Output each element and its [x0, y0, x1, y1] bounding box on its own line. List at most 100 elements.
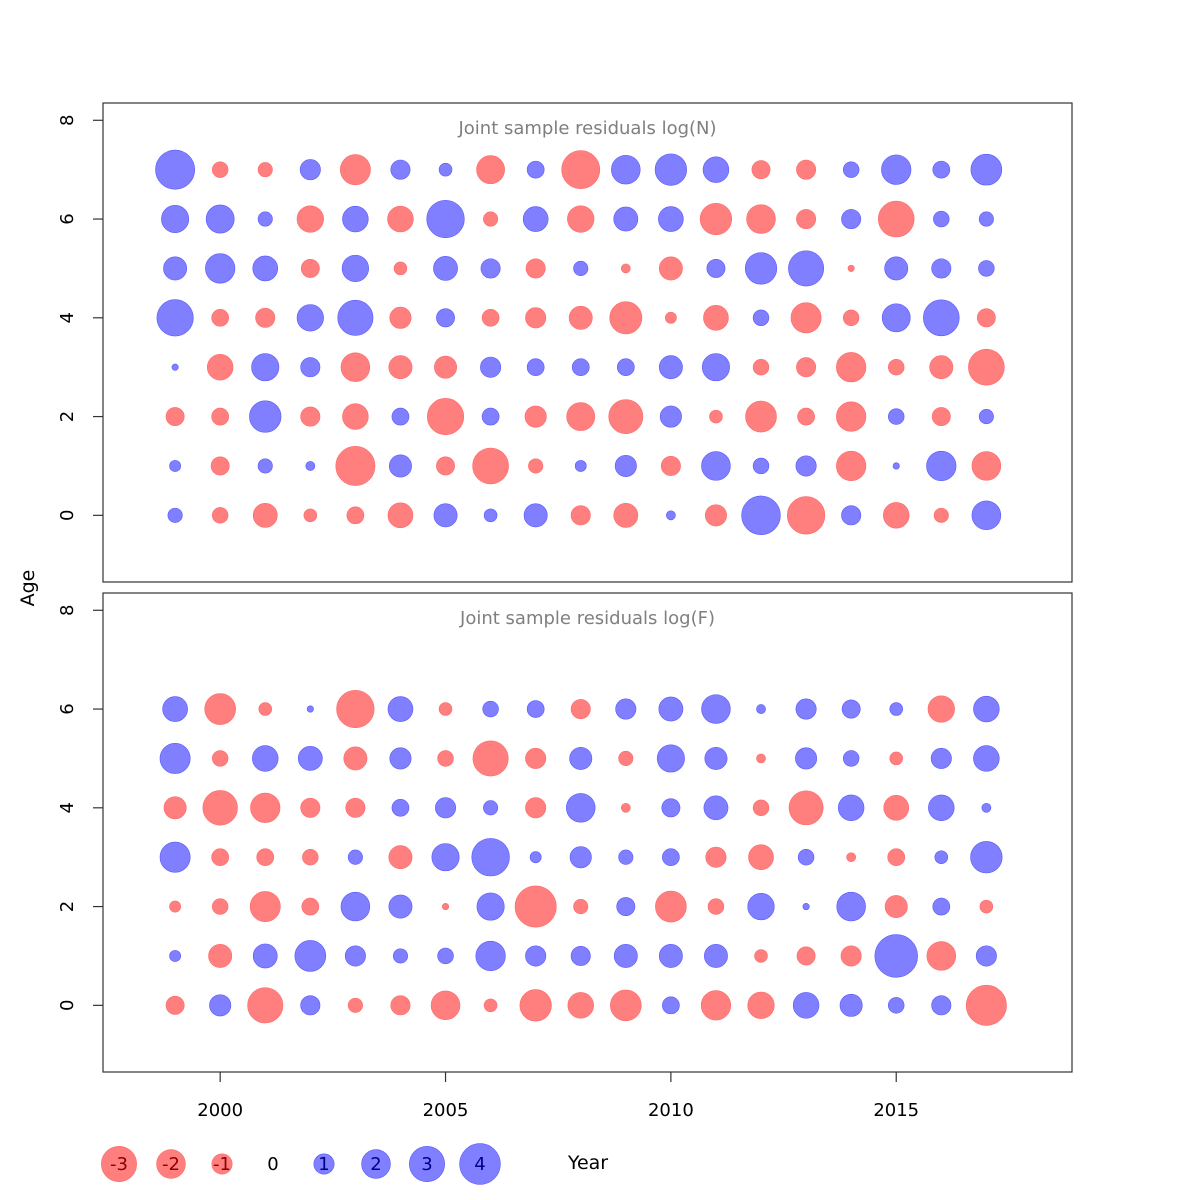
residual-bubble	[251, 353, 280, 382]
residual-bubble	[932, 897, 951, 916]
residual-bubble	[257, 211, 273, 227]
residual-bubble	[979, 899, 994, 914]
residual-bubble	[340, 891, 371, 922]
residual-bubble	[483, 998, 498, 1013]
residual-bubble	[796, 209, 817, 230]
residual-bubble	[437, 947, 454, 965]
residual-bubble	[387, 205, 414, 233]
residual-bubble	[387, 502, 414, 529]
residual-bubble	[971, 451, 1002, 481]
residual-bubble	[702, 156, 730, 183]
residual-bubble	[391, 798, 410, 817]
chart-panels: Joint sample residuals log(N)02468Joint …	[57, 102, 1073, 1121]
residual-bubble	[881, 154, 912, 185]
residual-bubble	[436, 308, 455, 328]
residual-bubble	[472, 740, 509, 777]
residual-bubble	[654, 153, 687, 186]
y-tick-label: 0	[57, 510, 78, 521]
residual-bubble	[296, 205, 324, 233]
residual-bubble	[664, 311, 677, 324]
residual-bubble	[436, 456, 455, 476]
residual-bubble	[257, 162, 273, 178]
residual-bubble	[655, 890, 687, 923]
residual-bubble	[480, 258, 501, 279]
residual-bubble	[926, 941, 957, 971]
residual-bubble	[840, 945, 862, 967]
residual-bubble	[662, 848, 680, 867]
residual-bubble	[836, 450, 867, 482]
y-tick-label: 2	[57, 901, 78, 912]
legend-bubble	[459, 1143, 501, 1185]
residual-bubble	[978, 409, 994, 425]
residual-bubble	[745, 400, 777, 433]
residual-bubble	[211, 161, 229, 178]
residual-bubble	[786, 496, 826, 535]
residual-bubble	[666, 510, 676, 521]
residual-bubble	[165, 407, 185, 426]
residual-bubble	[884, 895, 908, 919]
residual-bubble	[699, 202, 733, 236]
residual-bubble	[526, 160, 545, 179]
legend-bubble	[101, 1146, 137, 1182]
residual-bubble	[981, 802, 992, 813]
residual-bubble	[836, 352, 867, 383]
residual-bubble	[795, 747, 818, 770]
residual-bubble	[206, 353, 234, 381]
residual-bubble	[792, 992, 820, 1019]
residual-bubble	[965, 984, 1007, 1026]
residual-bubble	[205, 204, 235, 234]
residual-bubble	[888, 408, 905, 425]
residual-bubble	[795, 698, 817, 720]
residual-bubble	[392, 948, 408, 964]
residual-bubble	[568, 305, 593, 330]
residual-bubble	[839, 993, 863, 1017]
residual-bubble	[388, 454, 412, 478]
residual-bubble	[841, 209, 862, 230]
residual-bubble	[704, 746, 728, 770]
residual-bubble	[975, 945, 997, 967]
residual-bubble	[976, 308, 996, 328]
residual-bubble	[566, 402, 596, 431]
residual-bubble	[754, 949, 768, 963]
residual-bubble	[388, 845, 413, 870]
residual-bubble	[426, 199, 465, 239]
legend-label: -3	[110, 1154, 128, 1175]
residual-bubble	[300, 357, 321, 378]
residual-bubble	[616, 358, 635, 377]
legend-label: 3	[421, 1154, 432, 1175]
residual-bubble	[703, 305, 729, 331]
residual-bubble	[707, 898, 725, 915]
residual-bubble	[438, 162, 453, 177]
residual-bubble	[978, 260, 995, 277]
residual-bubble	[609, 301, 643, 335]
residual-bubble	[522, 206, 549, 232]
residual-bubble	[388, 355, 413, 380]
residual-bubble	[797, 848, 815, 866]
residual-bubble	[435, 797, 457, 819]
residual-bubble	[741, 495, 781, 535]
residual-bubble	[756, 753, 766, 764]
residual-bubble	[433, 503, 458, 528]
y-axis-label: Age	[17, 570, 39, 607]
residual-bubble	[526, 358, 545, 377]
residual-bubble	[616, 897, 636, 916]
residual-bubble	[752, 358, 770, 376]
residual-bubble	[971, 500, 1002, 531]
residual-bubble	[389, 306, 412, 329]
residual-bubble	[433, 256, 458, 281]
residual-bubble	[797, 407, 815, 426]
residual-bubble	[877, 200, 915, 238]
legend-bubble	[211, 1153, 233, 1175]
residual-bubble	[162, 696, 188, 722]
residual-bubble	[390, 995, 411, 1016]
legend-bubble	[156, 1149, 186, 1179]
residual-bubble	[660, 455, 681, 476]
residual-bubble	[570, 699, 591, 720]
residual-bubble	[561, 150, 601, 190]
residual-bubble	[706, 259, 726, 278]
x-axis-label: Year	[567, 1152, 608, 1174]
residual-bubble	[704, 944, 728, 968]
residual-bubble	[252, 502, 278, 528]
residual-bubble	[658, 696, 684, 722]
residual-bubble	[526, 700, 545, 718]
